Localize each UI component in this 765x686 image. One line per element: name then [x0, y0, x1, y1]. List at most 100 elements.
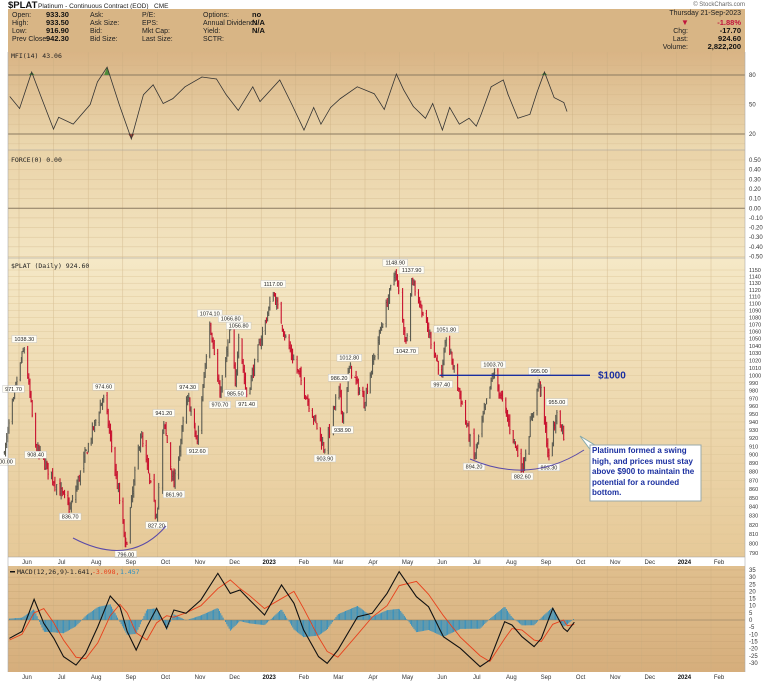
macd-point: [398, 571, 400, 572]
macd-chart: [8, 570, 745, 668]
price-tick-label: 1140: [749, 275, 761, 281]
mfi-point: [502, 79, 504, 81]
mfi-point: [72, 123, 74, 125]
mfi-point: [356, 86, 358, 88]
field-value: N/A: [252, 26, 266, 35]
volume-value: 2,822,200: [708, 42, 741, 51]
pivot-label-box: [0, 458, 16, 466]
pivot-label-box: [463, 462, 486, 471]
mfi-point: [413, 106, 414, 107]
macd-point: [63, 656, 64, 657]
pivot-label-box: [224, 389, 247, 398]
mfi-point: [9, 96, 11, 97]
pivot-label: 1148.90: [385, 261, 404, 267]
macd-point: [563, 627, 564, 629]
pivot-label-box: [114, 550, 137, 558]
macd-title: MACD(12,26,9): [17, 568, 68, 576]
force-tick-label: 0.40: [749, 168, 761, 174]
mfi-point: [162, 103, 164, 104]
macd-point: [109, 595, 111, 597]
date-axis-label: Sep: [541, 560, 552, 566]
mfi-point: [152, 84, 154, 86]
force-panel: [8, 150, 745, 258]
pivot-label-box: [433, 325, 459, 333]
pivot-label: 893.30: [541, 465, 558, 471]
date-axis-label: Nov: [195, 675, 206, 681]
field-label: Prev Close:: [12, 36, 48, 43]
pivot-label-box: [163, 490, 186, 499]
pivot-label: 1137.90: [402, 268, 421, 274]
field-label: SCTR:: [203, 36, 224, 43]
pivot-label: 796.00: [117, 552, 134, 558]
macd-point: [573, 622, 575, 623]
macd-tick-label: 15: [749, 597, 756, 603]
pivot-label: 836.70: [62, 515, 79, 521]
macd-point: [249, 599, 250, 601]
mfi-point: [553, 97, 555, 98]
price-tick-label: 1080: [749, 315, 761, 321]
mfi-chart: [8, 66, 745, 141]
pivot-label: 882.60: [514, 474, 531, 480]
pivot-label-box: [260, 280, 286, 288]
date-axis-label: Dec: [229, 560, 240, 566]
pivot-label: 894.20: [466, 465, 483, 471]
macd-point: [504, 621, 505, 623]
pivot-label-box: [399, 266, 425, 274]
pivot-label-box: [537, 463, 560, 472]
date-axis-label: Dec: [644, 560, 655, 566]
price-tick-label: 1110: [749, 295, 760, 301]
date-axis-label: Feb: [299, 675, 310, 681]
field-value: N/A: [252, 18, 266, 27]
date-axis-label: Aug: [91, 560, 102, 566]
mfi-point: [383, 109, 385, 110]
pivot-label: 1003.70: [483, 363, 503, 369]
date-axis-label: Jun: [437, 675, 447, 681]
mfi-point: [53, 128, 54, 130]
price-chart: 900.00 971.70 1038.30 908.40 836.70 974.60 796…: [0, 259, 626, 558]
macd-point: [146, 626, 148, 628]
macd-point: [33, 598, 35, 600]
price-tick-label: 830: [749, 514, 758, 520]
force-tick-label: 0.20: [749, 187, 761, 193]
field-value: 916.90: [46, 26, 69, 35]
price-tick-label: 850: [749, 496, 758, 502]
macd-tick-label: -15: [749, 639, 758, 645]
price-tick-label: 900: [749, 453, 758, 459]
macd-point: [126, 631, 128, 632]
mfi-point: [216, 78, 217, 80]
macd-point: [460, 648, 461, 649]
pivot-label: 974.30: [179, 385, 196, 391]
histogram-value: 1.457: [120, 568, 140, 576]
date-axis-label: Sep: [125, 675, 136, 681]
last-label: Last:: [673, 36, 688, 43]
date-axis-label: Jun: [437, 560, 447, 566]
force-tick-label: -0.10: [749, 216, 763, 222]
date-axis-label: Nov: [610, 675, 621, 681]
pivot-label: 1051.80: [436, 327, 456, 333]
macd-point: [166, 627, 167, 629]
pivot-label: 986.20: [331, 376, 348, 382]
pivot-label: 997.40: [433, 382, 450, 388]
date-axis-label: Sep: [125, 560, 136, 566]
mfi-point: [143, 94, 144, 95]
mfi-point: [201, 76, 203, 78]
mfi-point: [97, 81, 98, 83]
pivot-label: 985.50: [227, 391, 244, 397]
mfi-point: [340, 98, 341, 99]
mfi-point: [313, 107, 314, 108]
date-axis-label: Oct: [161, 675, 171, 681]
field-label: Open:: [12, 12, 31, 19]
pivot-label: 1042.70: [396, 349, 416, 355]
field-value: 942.30: [46, 34, 69, 43]
pivot-label-box: [382, 259, 408, 267]
force-tick-label: -0.40: [749, 245, 763, 251]
macd-point: [97, 626, 99, 628]
force-tick-label: 0.50: [749, 158, 761, 164]
pivot-label-box: [186, 447, 209, 455]
force-tick-label: -0.30: [749, 235, 763, 241]
price-tick-label: 960: [749, 404, 758, 410]
macd-tick-label: -30: [749, 661, 758, 667]
pivot-label: 827.20: [148, 523, 165, 529]
annotation-callout: Platinum formed a swing high, and prices…: [579, 435, 702, 502]
pivot-label-box: [430, 380, 453, 388]
